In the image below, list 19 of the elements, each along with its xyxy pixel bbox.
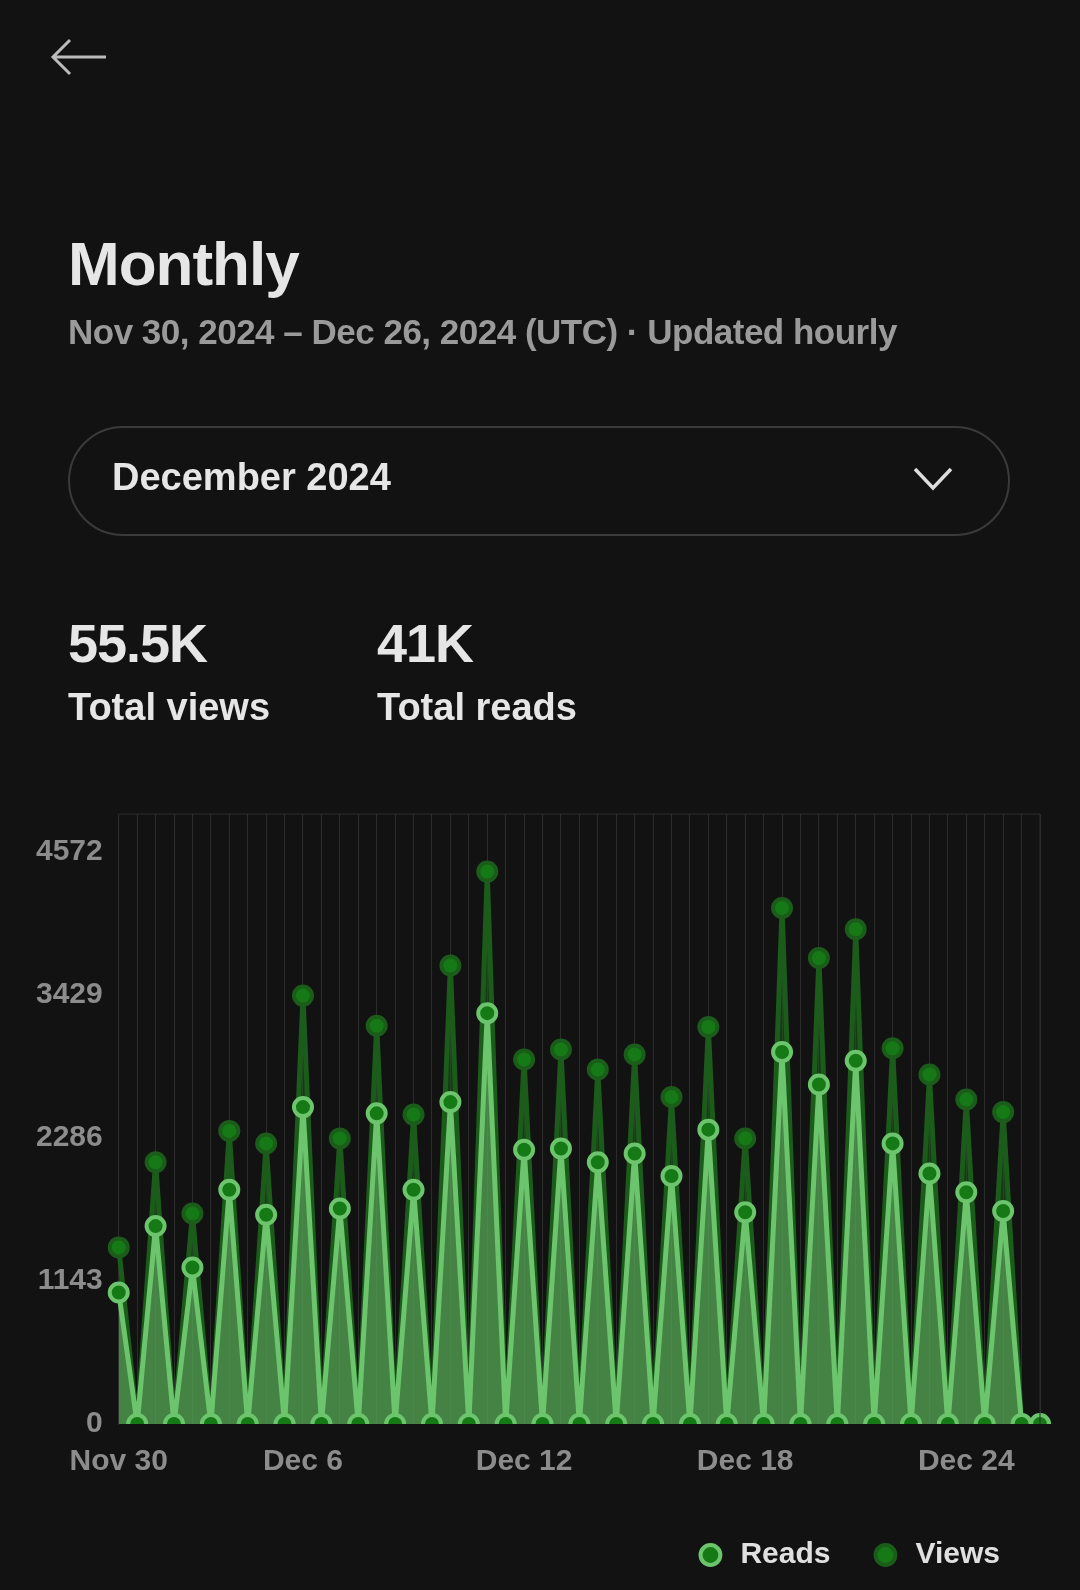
chart-subtitle: Nov 30, 2024 – Dec 26, 2024 (UTC) · Updated hourly	[68, 312, 897, 352]
x-tick-label: Nov 30	[69, 1443, 168, 1477]
y-tick-label: 4572	[35, 832, 103, 866]
y-tick-label: 1143	[37, 1262, 103, 1296]
x-tick-label: Dec 6	[262, 1443, 344, 1477]
text: 41K	[377, 612, 474, 674]
legend-label: Views	[915, 1536, 1001, 1570]
text: December 2024	[112, 456, 391, 499]
x-tick-label: Dec 24	[917, 1443, 1015, 1477]
y-tick-label: 2286	[35, 1118, 103, 1152]
y-tick-label: 0	[86, 1405, 103, 1439]
text: Total reads	[377, 686, 577, 729]
x-tick-label: Dec 12	[475, 1443, 573, 1477]
x-tick-label: Dec 18	[696, 1443, 794, 1477]
y-tick-label: 3429	[35, 975, 103, 1009]
text: Total views	[68, 686, 271, 729]
legend-label: Reads	[740, 1536, 831, 1570]
chart-title: Monthly	[68, 228, 299, 299]
text: 55.5K	[68, 612, 208, 674]
